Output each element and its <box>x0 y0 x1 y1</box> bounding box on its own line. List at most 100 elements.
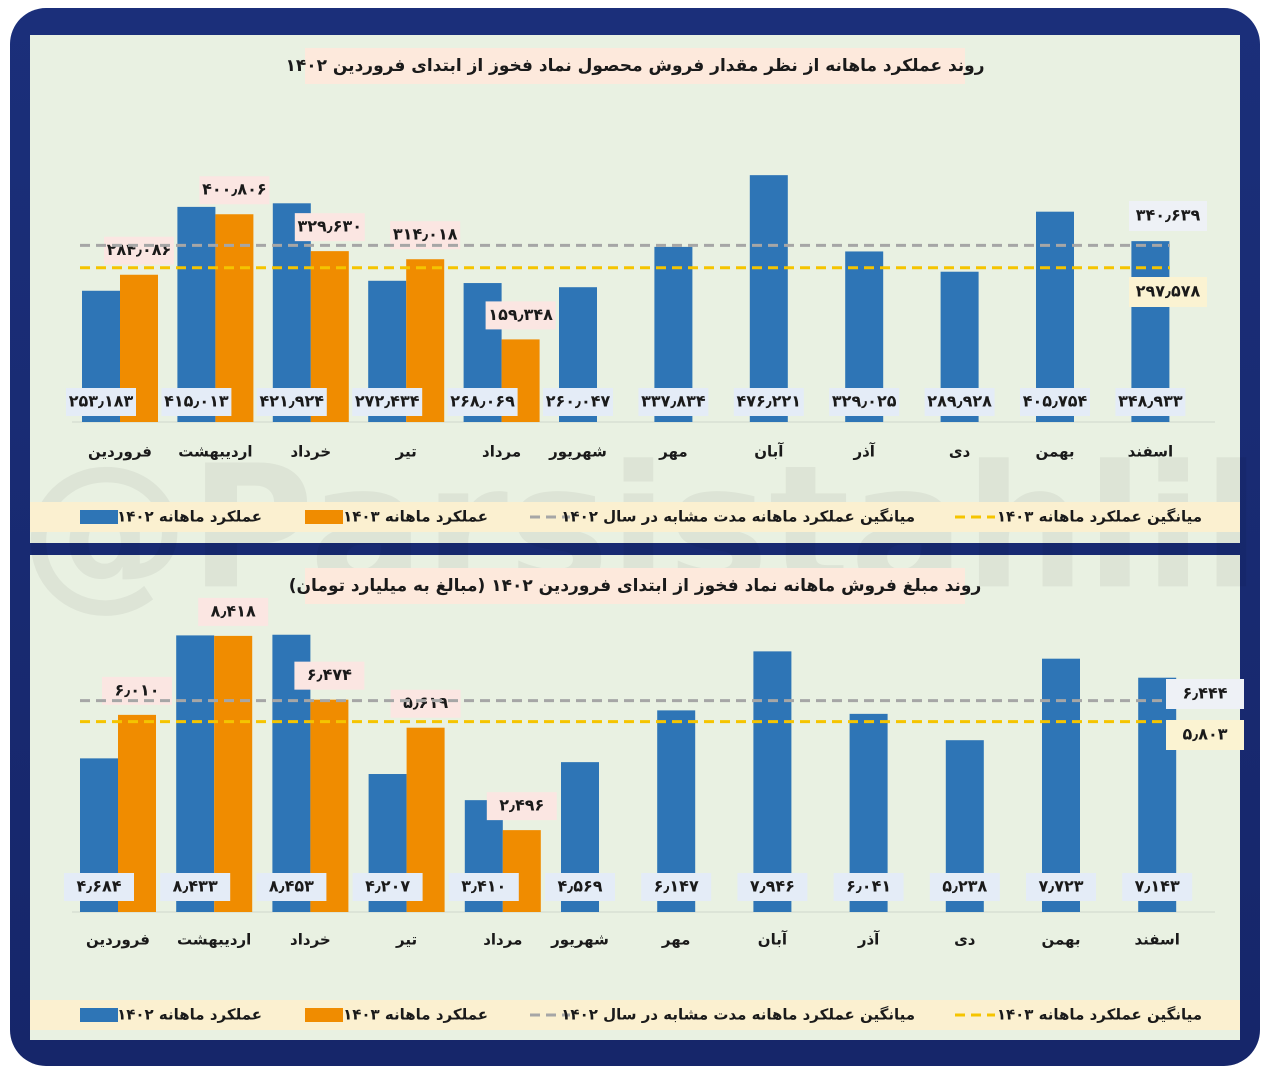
value-label: ۱۵۹٫۳۴۸ <box>488 305 553 324</box>
value-label-box <box>641 873 712 901</box>
bar <box>753 651 792 912</box>
legend-label: میانگین عملکرد ماهانه مدت مشابه در سال ۱… <box>561 508 915 526</box>
value-label-box <box>486 792 557 821</box>
x-tick-label: شهریور <box>550 931 609 949</box>
line-label: ۳۴۰٫۶۳۹ <box>1136 206 1201 225</box>
value-label-box <box>929 873 1000 901</box>
line-label: ۶٫۴۴۴ <box>1182 684 1227 703</box>
value-label-box <box>1115 388 1186 416</box>
line-label: ۵٫۸۰۳ <box>1182 725 1227 744</box>
value-label-box <box>256 873 327 901</box>
value-label-box <box>104 236 174 265</box>
value-label: ۵٫۲۳۸ <box>942 877 987 896</box>
value-label-box <box>543 388 613 416</box>
title-box <box>305 568 965 604</box>
legend-band <box>30 502 1240 532</box>
value-label: ۲٫۴۹۶ <box>499 796 544 815</box>
legend-label: میانگین عملکرد ماهانه ۱۴۰۳ <box>997 1006 1202 1024</box>
x-tick-label: بهمن <box>1041 931 1080 949</box>
x-tick-label: اسفند <box>1134 931 1179 949</box>
value-label-box <box>447 388 518 416</box>
legend-swatch <box>305 510 343 524</box>
value-label-box <box>352 388 423 416</box>
value-label: ۲۶۰٫۰۴۷ <box>546 392 611 411</box>
value-label: ۸٫۴۱۸ <box>211 601 256 620</box>
value-label: ۴٫۲۰۷ <box>365 877 410 896</box>
value-label-box <box>256 388 327 416</box>
value-label-box <box>924 388 995 416</box>
x-tick-label: تیر <box>395 931 417 949</box>
legend-label: عملکرد ماهانه ۱۴۰۲ <box>117 508 262 526</box>
bar <box>177 206 216 422</box>
value-label: ۷٫۱۴۳ <box>1135 877 1180 896</box>
value-label: ۸٫۴۵۳ <box>269 877 314 896</box>
bar <box>215 214 254 422</box>
line-label-box <box>1129 201 1207 231</box>
legend-swatch <box>80 1008 118 1022</box>
chart-title: روند عملکرد ماهانه از نظر مقدار فروش محص… <box>285 56 984 76</box>
value-label-box <box>833 873 904 901</box>
value-label: ۴۰۵٫۷۵۴ <box>1023 392 1088 411</box>
x-tick-label: مرداد <box>482 443 521 461</box>
value-label-box <box>198 597 269 626</box>
x-tick-label: اسفند <box>1128 443 1173 461</box>
value-label: ۳٫۴۱۰ <box>461 877 506 896</box>
x-tick-label: مرداد <box>483 931 522 949</box>
value-label: ۷٫۹۴۶ <box>750 877 795 896</box>
x-tick-label: فروردین <box>88 443 152 461</box>
value-label: ۳۱۴٫۰۱۸ <box>393 225 458 244</box>
value-label-box <box>1020 388 1090 416</box>
value-label-box <box>448 873 519 901</box>
x-tick-label: اردیبهشت <box>177 931 251 949</box>
legend-label: عملکرد ماهانه ۱۴۰۳ <box>343 1006 488 1024</box>
value-label-box <box>199 176 270 205</box>
bar <box>176 635 215 912</box>
bar <box>749 175 788 422</box>
x-tick-label: مهر <box>661 931 691 949</box>
chart-title: روند مبلغ فروش ماهانه نماد فخوز از ابتدا… <box>289 576 982 596</box>
value-label-box <box>294 661 365 690</box>
value-label: ۳۳۷٫۸۳۴ <box>641 392 706 411</box>
title-box <box>305 48 965 84</box>
value-label-box <box>66 388 136 416</box>
value-label: ۴۰۰٫۸۰۶ <box>202 180 267 199</box>
legend-swatch <box>305 1008 343 1022</box>
value-label-box <box>64 873 134 901</box>
x-tick-label: شهریور <box>548 443 607 461</box>
legend-label: میانگین عملکرد ماهانه ۱۴۰۳ <box>997 508 1202 526</box>
value-label: ۴٫۵۶۹ <box>557 877 602 896</box>
bar <box>1138 677 1177 912</box>
value-label: ۳۲۹٫۶۳۰ <box>298 217 363 236</box>
value-label-box <box>485 301 556 330</box>
legend-label: میانگین عملکرد ماهانه مدت مشابه در سال ۱… <box>561 1006 915 1024</box>
value-label: ۲۸۴٫۰۸۶ <box>107 240 172 259</box>
value-label-box <box>638 388 709 416</box>
line-label-box <box>1166 679 1244 709</box>
value-label: ۳۲۹٫۰۲۵ <box>832 392 897 411</box>
value-label: ۴۲۱٫۹۲۴ <box>260 392 325 411</box>
line-label: ۲۹۷٫۵۷۸ <box>1136 282 1201 301</box>
value-label: ۴۱۵٫۰۱۳ <box>164 392 229 411</box>
legend-label: عملکرد ماهانه ۱۴۰۲ <box>117 1006 262 1024</box>
value-label: ۲۵۳٫۱۸۳ <box>69 392 134 411</box>
legend-band <box>30 1000 1240 1030</box>
line-label-box <box>1129 277 1207 307</box>
value-label-box <box>390 689 461 718</box>
value-label-box <box>545 873 615 901</box>
value-label: ۵٫۶۱۹ <box>403 693 448 712</box>
value-label-box <box>160 873 231 901</box>
line-label-box <box>1166 720 1244 750</box>
x-tick-label: آذر <box>857 931 880 949</box>
value-label-box <box>829 388 900 416</box>
x-tick-label: فروردین <box>86 931 150 949</box>
value-label: ۲۷۲٫۴۳۴ <box>355 392 420 411</box>
x-tick-label: خرداد <box>290 443 331 461</box>
value-label-box <box>737 873 808 901</box>
value-label-box <box>352 873 423 901</box>
x-tick-label: مهر <box>658 443 688 461</box>
legend-label: عملکرد ماهانه ۱۴۰۳ <box>343 508 488 526</box>
value-label-box <box>733 388 804 416</box>
x-tick-label: آبان <box>754 443 784 461</box>
